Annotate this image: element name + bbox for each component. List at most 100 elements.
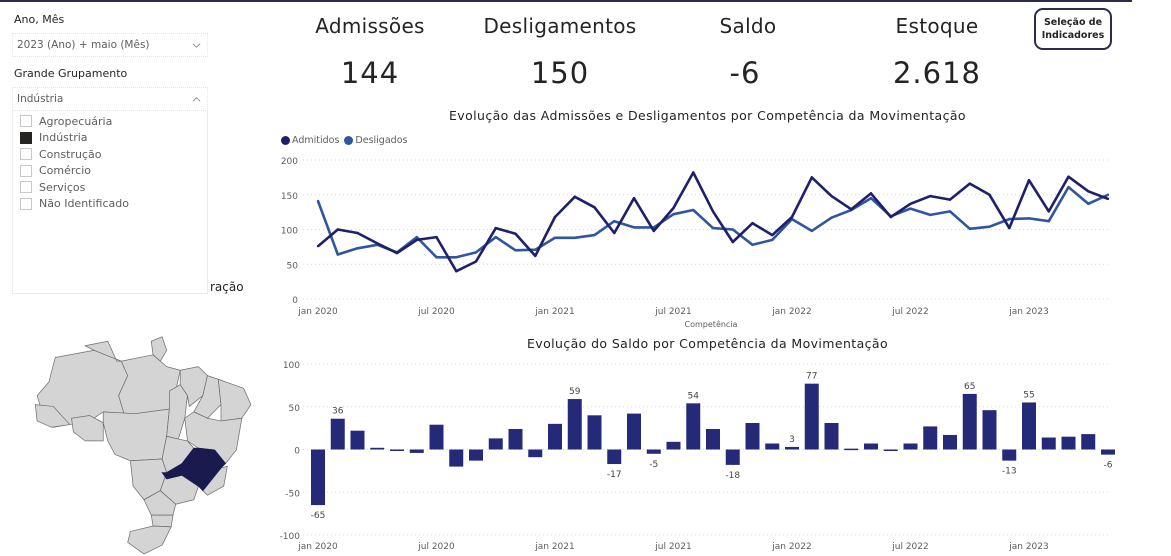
bar[interactable] — [350, 430, 365, 450]
series-line-desligados[interactable] — [316, 185, 1109, 259]
bar[interactable] — [548, 423, 562, 450]
data-point-admitidos[interactable] — [455, 270, 458, 273]
bar[interactable] — [745, 422, 760, 450]
data-point-desligados[interactable] — [514, 249, 517, 252]
bar[interactable] — [528, 449, 543, 458]
data-point-admitidos[interactable] — [948, 198, 952, 201]
bar[interactable] — [666, 441, 681, 450]
data-point-desligados[interactable] — [573, 236, 576, 240]
bar[interactable] — [962, 393, 977, 450]
data-point-desligados[interactable] — [988, 225, 991, 228]
data-point-admitidos[interactable] — [613, 231, 616, 235]
data-point-desligados[interactable] — [1106, 193, 1110, 196]
data-point-desligados[interactable] — [1027, 217, 1031, 220]
bar[interactable] — [943, 434, 957, 450]
bar[interactable] — [725, 449, 740, 465]
data-point-admitidos[interactable] — [1027, 178, 1031, 182]
bar[interactable] — [903, 443, 918, 450]
group-option[interactable]: Construção — [13, 146, 207, 163]
checkbox[interactable] — [20, 115, 32, 128]
data-point-desligados[interactable] — [751, 243, 754, 246]
data-point-admitidos[interactable] — [988, 193, 991, 196]
bar[interactable] — [1002, 449, 1017, 461]
data-point-admitidos[interactable] — [869, 192, 873, 195]
bar[interactable] — [311, 449, 325, 506]
checkbox[interactable] — [20, 148, 32, 161]
data-point-admitidos[interactable] — [1008, 226, 1011, 230]
data-point-desligados[interactable] — [810, 229, 813, 233]
data-point-admitidos[interactable] — [751, 222, 754, 225]
data-point-admitidos[interactable] — [929, 194, 932, 198]
data-point-desligados[interactable] — [909, 207, 912, 210]
bar[interactable] — [627, 413, 641, 450]
data-point-desligados[interactable] — [672, 213, 675, 216]
bar[interactable] — [587, 415, 602, 450]
data-point-admitidos[interactable] — [435, 235, 438, 239]
bar[interactable] — [646, 449, 661, 454]
state-roraima[interactable] — [84, 340, 122, 362]
data-point-desligados[interactable] — [1067, 185, 1070, 189]
data-point-desligados[interactable] — [731, 228, 734, 231]
bar[interactable] — [824, 422, 839, 450]
bar[interactable] — [923, 426, 938, 450]
bar[interactable] — [488, 438, 503, 450]
data-point-admitidos[interactable] — [514, 232, 517, 235]
data-point-admitidos[interactable] — [1106, 197, 1110, 201]
data-point-admitidos[interactable] — [850, 208, 853, 211]
state-maranhao[interactable] — [179, 366, 208, 407]
data-point-desligados[interactable] — [474, 251, 478, 254]
data-point-desligados[interactable] — [830, 216, 833, 219]
data-point-admitidos[interactable] — [395, 251, 399, 255]
bar[interactable] — [706, 428, 720, 450]
data-point-desligados[interactable] — [613, 219, 616, 223]
state-rondonia[interactable] — [71, 415, 104, 442]
bar[interactable] — [864, 443, 878, 450]
bar[interactable] — [508, 428, 523, 450]
data-point-admitidos[interactable] — [376, 242, 379, 245]
data-point-admitidos[interactable] — [909, 202, 912, 205]
data-point-desligados[interactable] — [534, 248, 537, 251]
bar[interactable] — [883, 449, 898, 452]
data-point-admitidos[interactable] — [415, 238, 418, 242]
group-option[interactable]: Serviços — [13, 179, 207, 196]
checkbox[interactable] — [20, 181, 32, 194]
legend-admitidos[interactable]: Admitidos — [281, 135, 339, 146]
data-point-desligados[interactable] — [336, 253, 339, 256]
data-point-admitidos[interactable] — [593, 206, 596, 209]
data-point-desligados[interactable] — [692, 208, 695, 212]
data-point-desligados[interactable] — [869, 197, 873, 200]
data-point-desligados[interactable] — [968, 227, 971, 231]
data-point-admitidos[interactable] — [632, 197, 636, 200]
bar[interactable] — [1081, 434, 1096, 450]
data-point-admitidos[interactable] — [672, 206, 675, 210]
bar[interactable] — [330, 418, 345, 450]
bar[interactable] — [370, 447, 385, 450]
data-point-admitidos[interactable] — [1087, 190, 1090, 193]
data-point-admitidos[interactable] — [731, 240, 734, 244]
data-point-desligados[interactable] — [455, 256, 458, 259]
bar[interactable] — [765, 443, 780, 450]
data-point-desligados[interactable] — [1047, 219, 1050, 223]
data-point-desligados[interactable] — [632, 226, 636, 229]
bar[interactable] — [429, 424, 444, 450]
data-point-desligados[interactable] — [1008, 217, 1011, 221]
bar[interactable] — [1061, 436, 1076, 450]
data-point-admitidos[interactable] — [336, 228, 339, 231]
state-acre[interactable] — [34, 404, 71, 428]
data-point-desligados[interactable] — [435, 256, 438, 259]
group-option[interactable]: Agropecuária — [13, 113, 207, 130]
bar[interactable] — [785, 446, 799, 450]
data-point-desligados[interactable] — [1087, 202, 1090, 205]
state-rio-grande-do-sul[interactable] — [127, 525, 172, 555]
checkbox[interactable] — [20, 164, 32, 177]
data-point-desligados[interactable] — [929, 213, 932, 217]
bar[interactable] — [409, 449, 424, 453]
data-point-admitidos[interactable] — [494, 226, 497, 230]
bar[interactable] — [1022, 402, 1036, 450]
data-point-desligados[interactable] — [316, 199, 320, 203]
data-point-desligados[interactable] — [593, 233, 596, 237]
data-point-admitidos[interactable] — [771, 233, 774, 237]
data-point-admitidos[interactable] — [1067, 175, 1070, 178]
data-point-admitidos[interactable] — [692, 171, 695, 174]
data-point-admitidos[interactable] — [316, 244, 320, 248]
